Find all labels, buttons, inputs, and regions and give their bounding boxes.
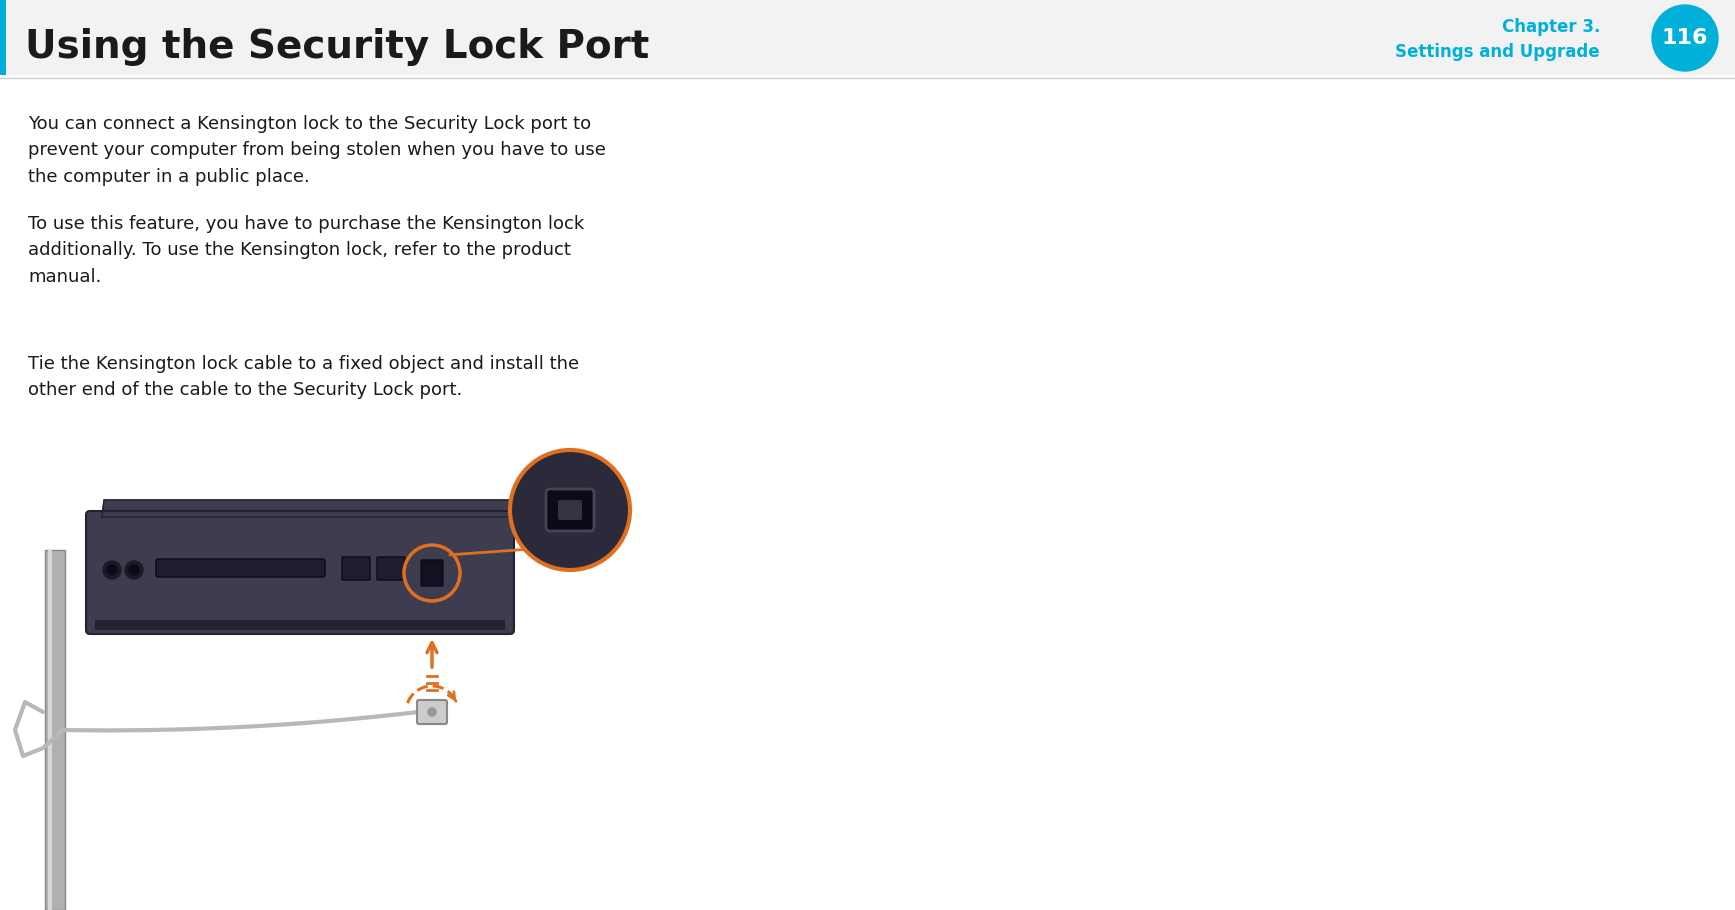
FancyBboxPatch shape [422,560,442,586]
FancyBboxPatch shape [95,620,505,630]
FancyBboxPatch shape [376,557,404,580]
FancyBboxPatch shape [45,550,64,910]
Circle shape [125,561,142,579]
Circle shape [429,708,435,716]
Circle shape [102,561,121,579]
FancyBboxPatch shape [547,489,593,531]
Text: You can connect a Kensington lock to the Security Lock port to
prevent your comp: You can connect a Kensington lock to the… [28,115,606,186]
Circle shape [1652,5,1718,71]
FancyBboxPatch shape [49,550,52,910]
Circle shape [128,565,139,575]
Text: Tie the Kensington lock cable to a fixed object and install the
other end of the: Tie the Kensington lock cable to a fixed… [28,355,579,399]
Text: To use this feature, you have to purchase the Kensington lock
additionally. To u: To use this feature, you have to purchas… [28,215,585,286]
Text: Using the Security Lock Port: Using the Security Lock Port [24,28,649,66]
Circle shape [108,565,116,575]
Text: 116: 116 [1662,28,1709,48]
FancyBboxPatch shape [0,0,1735,75]
FancyBboxPatch shape [0,0,5,75]
Circle shape [510,450,630,570]
Polygon shape [102,500,512,517]
Text: Settings and Upgrade: Settings and Upgrade [1395,43,1600,61]
Text: Chapter 3.: Chapter 3. [1501,18,1600,36]
FancyBboxPatch shape [559,500,581,520]
FancyBboxPatch shape [156,559,324,577]
FancyBboxPatch shape [416,700,448,724]
FancyBboxPatch shape [342,557,370,580]
FancyBboxPatch shape [87,511,514,634]
